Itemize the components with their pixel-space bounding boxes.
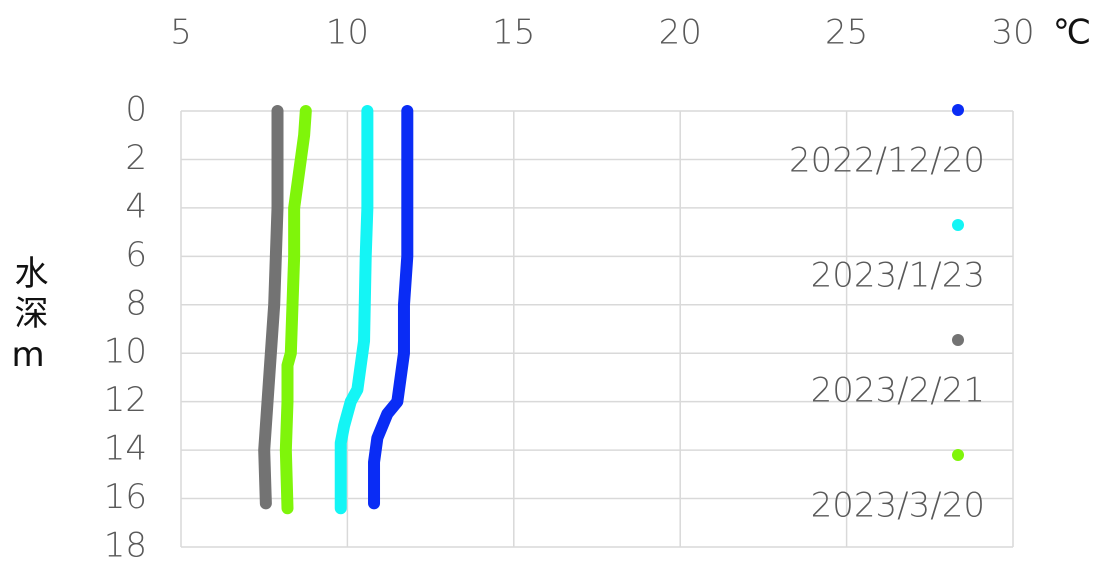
y-tick-label: 14	[104, 429, 147, 469]
x-tick-label: 25	[825, 13, 868, 53]
x-axis-label: ℃	[1053, 13, 1091, 53]
legend-marker	[952, 219, 964, 231]
legend-label: 2023/1/23	[811, 256, 985, 296]
y-tick-label: 10	[104, 332, 147, 372]
x-tick-label: 15	[492, 13, 535, 53]
series-line	[368, 105, 414, 510]
x-tick-label: 10	[326, 13, 369, 53]
y-tick-label: 16	[104, 477, 147, 517]
x-tick-label: 20	[659, 13, 702, 53]
legend-label: 2022/12/20	[789, 141, 985, 181]
x-tick-label: 30	[991, 13, 1034, 53]
y-tick-label: 6	[125, 235, 147, 275]
legend-label: 2023/2/21	[811, 371, 985, 411]
legend-label: 2023/3/20	[811, 486, 985, 526]
x-tick-label: 5	[170, 13, 192, 53]
y-tick-label: 8	[125, 283, 147, 323]
legend-marker	[952, 334, 964, 346]
legend-marker	[952, 104, 964, 116]
y-axis-label: 水深m	[8, 255, 48, 381]
y-tick-label: 4	[125, 186, 147, 226]
series-line	[258, 105, 284, 510]
y-tick-label: 18	[104, 526, 147, 566]
series-line	[279, 105, 312, 515]
y-tick-label: 12	[104, 380, 147, 420]
y-tick-label: 0	[125, 90, 147, 130]
series-line	[334, 105, 374, 515]
legend-marker	[952, 449, 964, 461]
y-tick-label: 2	[125, 138, 147, 178]
